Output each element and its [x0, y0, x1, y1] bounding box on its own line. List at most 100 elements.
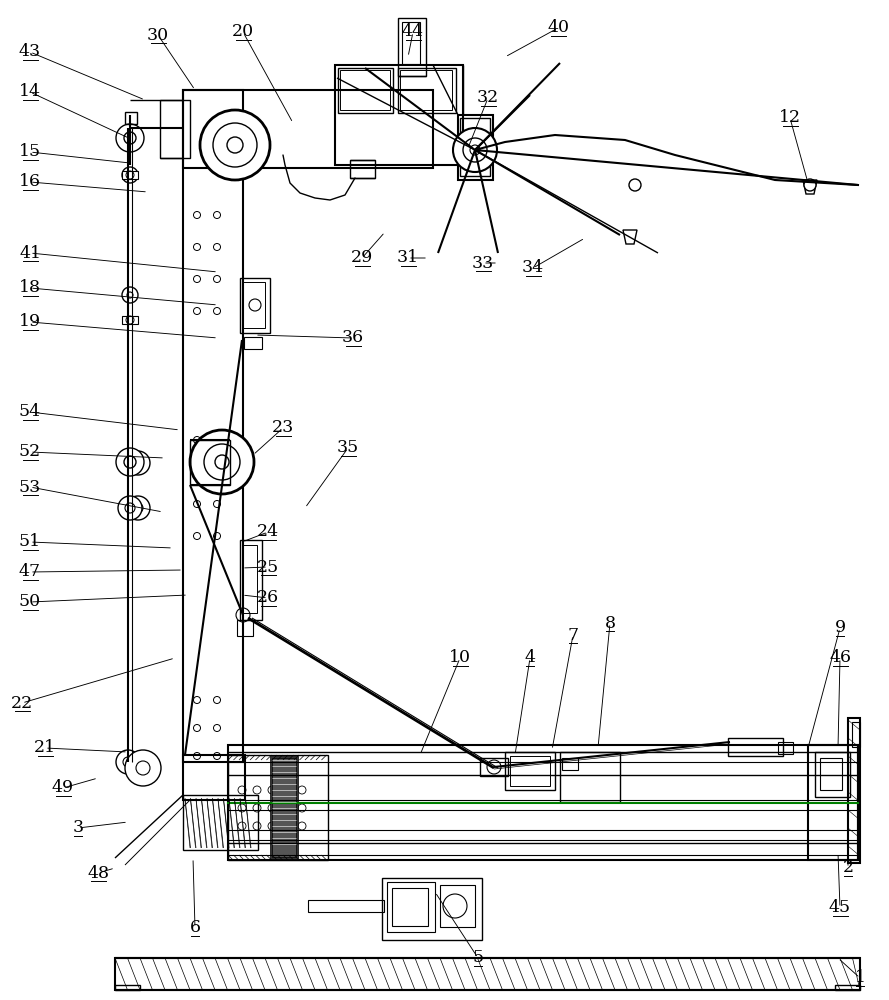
Text: 26: 26 [257, 589, 279, 606]
Bar [243, 545, 257, 613]
Text: 41: 41 [19, 244, 41, 261]
Text: 25: 25 [257, 558, 279, 576]
Bar [115, 985, 140, 990]
Text: 43: 43 [19, 43, 41, 60]
Bar [115, 958, 860, 990]
Text: 12: 12 [779, 109, 801, 126]
Bar [350, 160, 375, 178]
Text: 5: 5 [472, 950, 484, 966]
Bar [340, 70, 390, 110]
Bar [398, 68, 456, 113]
Bar [270, 756, 298, 859]
Circle shape [116, 448, 144, 476]
Text: 52: 52 [19, 444, 41, 460]
Text: 54: 54 [19, 403, 41, 420]
Bar [183, 795, 258, 850]
Text: 1: 1 [854, 970, 866, 986]
Bar [122, 171, 138, 179]
Bar [505, 752, 555, 790]
Bar [510, 756, 550, 786]
Circle shape [122, 287, 138, 303]
Bar [228, 745, 858, 860]
Bar [183, 90, 433, 168]
Text: 34: 34 [522, 259, 544, 276]
Text: 53: 53 [19, 479, 41, 495]
Text: 4: 4 [525, 650, 535, 666]
Text: 15: 15 [19, 143, 41, 160]
Text: 31: 31 [396, 249, 419, 266]
Bar [402, 22, 420, 64]
Text: 40: 40 [547, 19, 569, 36]
Bar [778, 742, 793, 754]
Text: 21: 21 [34, 740, 56, 756]
Text: 18: 18 [19, 279, 41, 296]
Bar [338, 68, 393, 113]
Circle shape [116, 750, 140, 774]
Bar [190, 440, 230, 485]
Text: 22: 22 [11, 694, 33, 712]
Bar [244, 337, 262, 349]
Text: 51: 51 [19, 534, 41, 550]
Circle shape [629, 179, 641, 191]
Circle shape [126, 451, 150, 475]
Circle shape [200, 110, 270, 180]
Circle shape [116, 124, 144, 152]
Text: 7: 7 [567, 626, 579, 644]
Text: 49: 49 [52, 780, 74, 796]
Bar [392, 888, 428, 926]
Circle shape [453, 128, 497, 172]
Text: 48: 48 [87, 864, 109, 882]
Text: 45: 45 [829, 900, 851, 916]
Text: 2: 2 [843, 859, 853, 876]
Polygon shape [803, 180, 817, 194]
Text: 36: 36 [342, 330, 364, 347]
Circle shape [804, 179, 816, 191]
Circle shape [118, 496, 142, 520]
Text: 50: 50 [19, 593, 41, 610]
Bar [183, 755, 245, 800]
Text: 46: 46 [829, 650, 851, 666]
Text: 35: 35 [337, 440, 359, 456]
Bar [460, 118, 490, 176]
Text: 30: 30 [147, 26, 169, 43]
Text: 29: 29 [351, 249, 373, 266]
Bar [835, 985, 860, 990]
Text: 33: 33 [472, 254, 494, 271]
Bar [122, 316, 138, 324]
Bar [240, 540, 262, 620]
Bar [243, 282, 265, 328]
Circle shape [190, 430, 254, 494]
Bar [852, 722, 860, 747]
Bar [848, 718, 860, 863]
Bar [728, 738, 783, 756]
Bar [458, 115, 493, 180]
Text: 6: 6 [189, 920, 201, 936]
Bar [160, 100, 190, 158]
Bar [308, 900, 384, 912]
Text: 20: 20 [232, 23, 254, 40]
Bar [335, 65, 463, 165]
Text: 32: 32 [477, 90, 499, 106]
Text: 10: 10 [449, 650, 471, 666]
Bar [820, 758, 842, 790]
Bar [272, 758, 296, 857]
Text: 16: 16 [19, 174, 41, 190]
Bar [237, 620, 253, 636]
Circle shape [122, 167, 138, 183]
Circle shape [126, 496, 150, 520]
Text: 24: 24 [257, 524, 279, 540]
Bar [382, 878, 482, 940]
Bar [125, 112, 137, 124]
Bar [400, 70, 452, 110]
Text: 3: 3 [72, 820, 84, 836]
Bar [228, 755, 328, 860]
Text: 47: 47 [19, 564, 41, 580]
Bar [183, 90, 243, 762]
Bar [398, 18, 426, 76]
Bar [240, 278, 270, 333]
Bar [387, 882, 435, 932]
Bar [560, 752, 620, 802]
Polygon shape [623, 230, 637, 244]
Text: 9: 9 [835, 619, 845, 637]
Bar [562, 758, 578, 770]
